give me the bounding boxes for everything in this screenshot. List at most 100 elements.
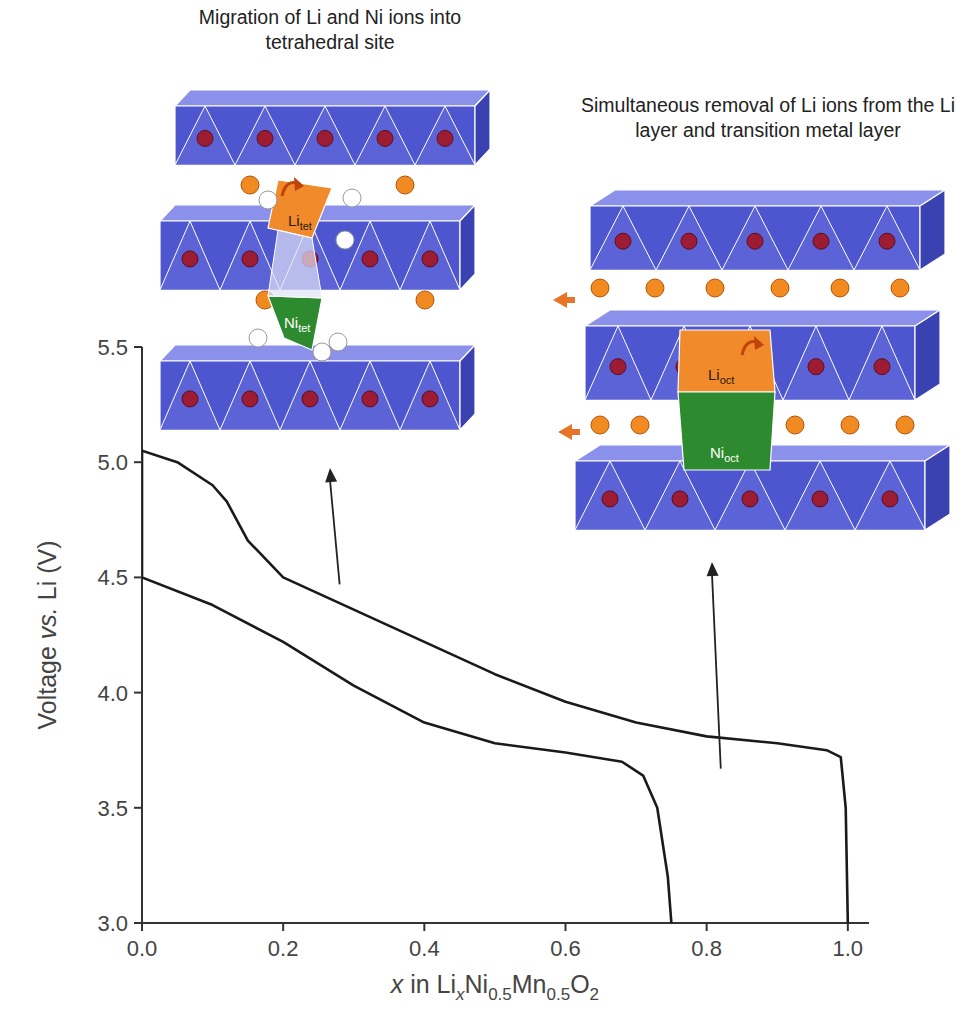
x-tick bbox=[564, 923, 566, 931]
y-axis-title: Voltage vs. Li (V) bbox=[33, 541, 61, 730]
structure-label: Nitet bbox=[284, 314, 310, 334]
tm-atom bbox=[182, 391, 198, 407]
y-tick bbox=[134, 922, 142, 924]
annotation-arrowhead bbox=[325, 468, 337, 482]
label-part: 0.5 bbox=[547, 985, 571, 1004]
li-tetrahedron bbox=[268, 180, 332, 238]
y-tick-label: 5.0 bbox=[97, 450, 128, 475]
layer-front bbox=[160, 361, 460, 430]
chart: LitetNitetLioctNioct0.00.20.40.60.81.03.… bbox=[0, 0, 977, 1015]
li-atom bbox=[706, 279, 724, 297]
octahedron-edge bbox=[783, 326, 849, 400]
label-part: Mn bbox=[512, 970, 547, 998]
li-atom bbox=[646, 279, 664, 297]
tm-atom bbox=[362, 251, 378, 267]
oxide-layer bbox=[175, 90, 490, 165]
structure-label: Litet bbox=[288, 212, 312, 232]
octahedron-edge bbox=[235, 106, 295, 165]
li-octahedron bbox=[678, 330, 775, 392]
tm-atom bbox=[615, 233, 631, 249]
voltage-curve bbox=[142, 451, 848, 923]
annotation-arrow bbox=[330, 480, 340, 584]
octahedron-edge bbox=[854, 206, 920, 270]
annotation-line: tetrahedral site bbox=[266, 31, 395, 53]
li-atom bbox=[591, 416, 609, 434]
structure-label-sub: oct bbox=[724, 452, 739, 464]
tm-atom bbox=[813, 233, 829, 249]
label-part: in Li bbox=[403, 970, 456, 998]
tm-atom bbox=[879, 233, 895, 249]
li-atom bbox=[831, 279, 849, 297]
tm-atom bbox=[257, 130, 273, 146]
structure-label-main: Ni bbox=[284, 314, 298, 331]
x-tick-label: 0.0 bbox=[127, 936, 158, 961]
tm-atom bbox=[808, 359, 824, 375]
y-tick-label: 4.5 bbox=[97, 565, 128, 590]
tm-atom bbox=[422, 391, 438, 407]
li-atom bbox=[241, 176, 259, 194]
tm-atom bbox=[882, 491, 898, 507]
structure-label: Nioct bbox=[710, 444, 739, 464]
li-atom bbox=[631, 416, 649, 434]
annotation-line: Migration of Li and Ni ions into bbox=[199, 6, 461, 28]
structure-label-main: Ni bbox=[710, 444, 724, 461]
octahedron-edge bbox=[355, 106, 415, 165]
layer-side bbox=[920, 190, 945, 270]
tm-atom bbox=[437, 130, 453, 146]
label-part: Voltage bbox=[33, 639, 61, 729]
octahedron-edge bbox=[590, 206, 656, 270]
li-atom bbox=[786, 416, 804, 434]
y-tick-label: 3.0 bbox=[97, 911, 128, 936]
layer-side bbox=[460, 205, 475, 290]
structure-label-sub: oct bbox=[720, 374, 735, 386]
octahedron-edge bbox=[295, 106, 355, 165]
structure-label-main: Li bbox=[708, 366, 720, 383]
x-tick bbox=[847, 923, 849, 931]
y-tick bbox=[134, 461, 142, 463]
removal-arrow bbox=[553, 292, 575, 308]
annotation-line: layer and transition metal layer bbox=[635, 119, 901, 141]
li-atom bbox=[841, 416, 859, 434]
tm-atom bbox=[422, 251, 438, 267]
annotation-arrow bbox=[712, 574, 721, 769]
y-tick-label: 5.5 bbox=[97, 335, 128, 360]
y-tick bbox=[134, 576, 142, 578]
layer-front bbox=[575, 461, 925, 530]
tm-atom bbox=[242, 251, 258, 267]
layer-top bbox=[590, 190, 945, 206]
oxide-layer bbox=[590, 190, 945, 270]
structure-label-main: Li bbox=[288, 212, 300, 229]
vacancy bbox=[313, 343, 331, 361]
octahedron-edge bbox=[340, 221, 400, 290]
octahedron-edge bbox=[788, 206, 854, 270]
layer-top bbox=[585, 310, 940, 326]
ni-octahedron bbox=[678, 392, 775, 470]
octahedron-edge bbox=[656, 206, 722, 270]
x-tick-label: 1.0 bbox=[833, 936, 864, 961]
li-atom bbox=[771, 279, 789, 297]
layer-front bbox=[590, 206, 920, 270]
x-tick-label: 0.2 bbox=[268, 936, 299, 961]
migration-arrowhead bbox=[754, 336, 764, 350]
octahedron-edge bbox=[400, 221, 460, 290]
tm-atom bbox=[610, 359, 626, 375]
y-tick bbox=[134, 807, 142, 809]
li-atom bbox=[591, 279, 609, 297]
x-tick-label: 0.6 bbox=[550, 936, 581, 961]
removal-arrow bbox=[558, 424, 580, 440]
structure-label: Lioct bbox=[708, 366, 734, 386]
tm-atom bbox=[302, 391, 318, 407]
octahedron-edge bbox=[415, 106, 475, 165]
octahedron-edge bbox=[722, 206, 788, 270]
vacancy bbox=[329, 333, 347, 351]
annotation: Simultaneous removal of Li ions from the… bbox=[581, 94, 955, 141]
tm-atom bbox=[377, 130, 393, 146]
octahedron-edge bbox=[340, 361, 400, 430]
label-part: Ni bbox=[465, 970, 489, 998]
label-part: 2 bbox=[590, 985, 599, 1004]
octahedron-edge bbox=[849, 326, 915, 400]
annotation-line: Simultaneous removal of Li ions from the… bbox=[581, 94, 955, 116]
tm-atom bbox=[874, 359, 890, 375]
x-axis-line bbox=[142, 922, 869, 924]
layer-side bbox=[475, 90, 490, 165]
